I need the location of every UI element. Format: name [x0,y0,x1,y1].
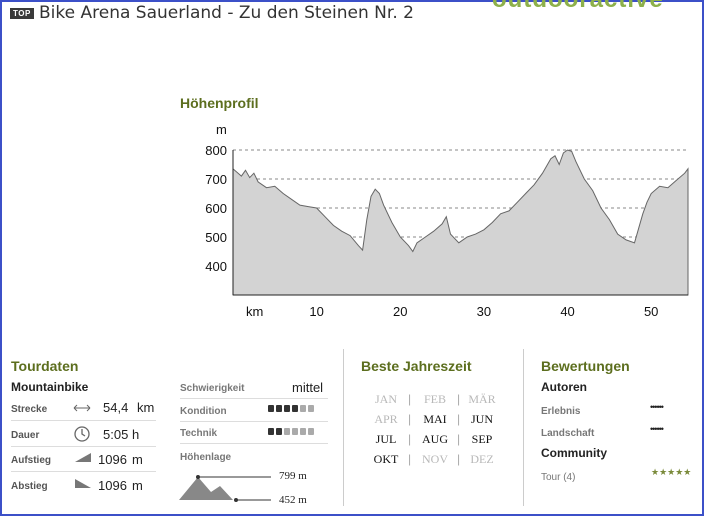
tourdaten-title: Tourdaten [11,358,79,374]
community-label: Community [541,446,607,460]
technik-label: Technik [180,428,218,439]
abstieg-label: Abstieg [11,481,48,492]
aufstieg-value: 1096 [98,452,127,467]
season-month: MÄR [468,392,496,406]
month-separator: | [408,432,412,446]
dauer-label: Dauer [11,430,40,441]
activity-type: Mountainbike [11,380,89,394]
authors-label: Autoren [541,380,587,394]
rating-dot [276,428,282,435]
technik-rating [268,428,314,435]
season-month: DEZ [470,452,494,466]
season-month: JUL [375,432,397,446]
dauer-value: 5:05 [103,427,129,442]
y-tick-label: 800 [205,143,227,158]
y-tick-label: 600 [205,201,227,216]
rating-dot [308,428,314,435]
rating-dot [308,405,314,412]
tour-title: Bike Arena Sauerland - Zu den Steinen Nr… [39,3,414,23]
altitude-range-icon [179,475,271,502]
tour-stars: ★★★★★ [651,467,692,477]
profile-title: Höhenprofil [180,95,259,111]
landschaft-label: Landschaft [541,428,595,439]
season-month: MAI [423,412,447,426]
erlebnis-label: Erlebnis [541,406,581,417]
y-tick-label: 400 [205,259,227,274]
ascent-icon [75,453,91,462]
y-tick-label: 700 [205,172,227,187]
season-month: APR [374,412,398,426]
strecke-value: 54,4 [103,400,129,415]
elevation-chart: m 400 500 600 700 800 10 20 30 40 50 km [205,122,689,319]
schwierigkeit-label: Schwierigkeit [180,383,245,394]
tour-rating-label: Tour (4) [541,472,576,483]
schwierigkeit-value: mittel [292,380,324,395]
rating-dot [268,405,274,412]
kondition-rating [268,405,314,412]
strecke-label: Strecke [11,404,48,415]
month-separator: | [408,392,412,406]
brand-logo: outdooractive [492,0,664,14]
season-month: NOV [422,452,448,466]
rating-dot [284,405,290,412]
x-tick-label: 10 [309,304,323,319]
rating-dot [300,428,306,435]
x-tick-label: 20 [393,304,407,319]
rating-dot [292,405,298,412]
month-separator: | [408,412,412,426]
rating-dot [268,428,274,435]
landschaft-rating: •••••• [650,424,664,434]
ratings-title: Bewertungen [541,358,630,374]
season-month: FEB [423,392,446,406]
season-month: AUG [422,432,448,446]
x-tick-label: 50 [644,304,658,319]
kondition-label: Kondition [180,406,227,417]
abstieg-value: 1096 [98,478,127,493]
strecke-unit: km [137,400,155,415]
aufstieg-unit: m [132,452,143,467]
altitude-min: 452 m [279,494,307,506]
elevation-area [232,149,689,296]
month-separator: | [457,392,461,406]
abstieg-unit: m [132,478,143,493]
season-month: OKT [373,452,399,466]
y-unit-label: m [216,122,227,137]
altitude-max: 799 m [279,470,307,482]
x-tick-label: 40 [560,304,574,319]
season-month: JAN [374,392,397,406]
month-separator: | [457,432,461,446]
month-separator: | [457,452,461,466]
clock-icon [74,426,90,442]
season-title: Beste Jahreszeit [361,358,472,374]
distance-icon [73,404,91,412]
dauer-unit: h [132,427,140,442]
y-tick-label: 500 [205,230,227,245]
x-tick-label: 30 [477,304,491,319]
rating-dot [300,405,306,412]
x-unit-label: km [246,304,263,319]
rating-dot [284,428,290,435]
descent-icon [75,479,91,488]
top-badge: TOP [10,8,34,19]
season-month: JUN [470,412,493,426]
aufstieg-label: Aufstieg [11,455,51,466]
month-separator: | [408,452,412,466]
rating-dot [276,405,282,412]
erlebnis-rating: •••••• [650,402,664,412]
hoehenlage-label: Höhenlage [180,452,232,463]
season-month: SEP [471,432,493,446]
rating-dot [292,428,298,435]
month-separator: | [457,412,461,426]
